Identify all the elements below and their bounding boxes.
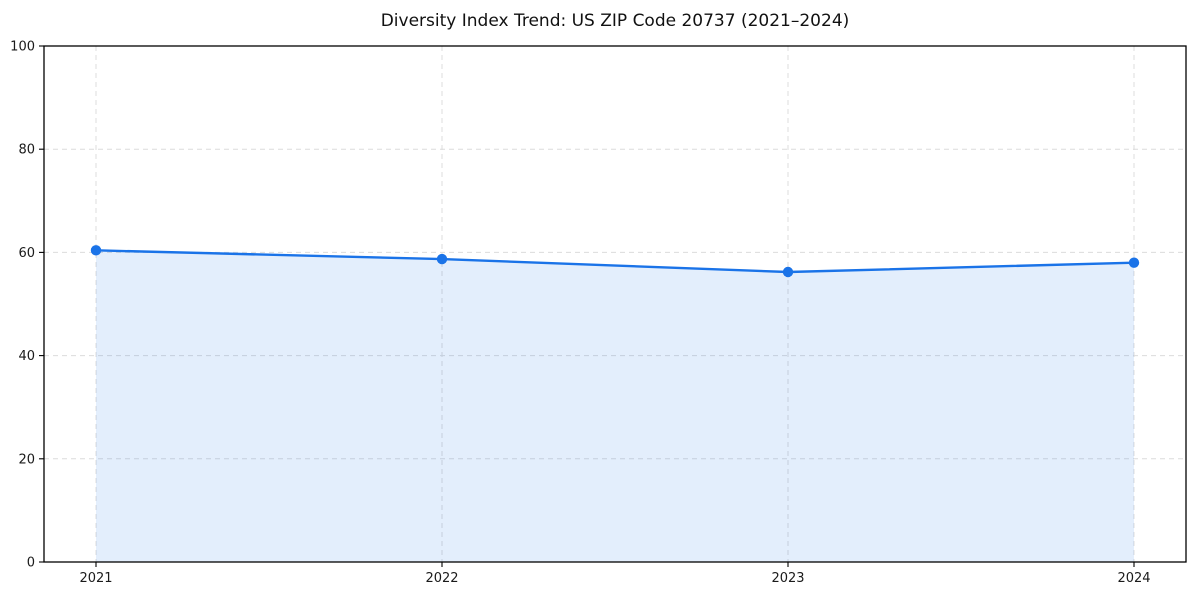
chart-title: Diversity Index Trend: US ZIP Code 20737… [380, 11, 850, 31]
data-point-marker [1128, 257, 1140, 268]
y-axis-tick-label: 20 [18, 452, 35, 467]
x-axis-tick-label: 2022 [425, 571, 458, 586]
plot-border [43, 45, 1187, 563]
x-axis-tick-label: 2023 [771, 571, 804, 586]
data-point-marker [782, 266, 794, 278]
area-fill [96, 250, 1134, 562]
data-line [94, 249, 1136, 274]
y-axis-tick-label: 0 [27, 556, 35, 571]
x-axis-tick-label: 2024 [1117, 571, 1150, 586]
x-axis-tick-label: 2021 [79, 571, 112, 586]
y-axis-tick-label: 40 [18, 349, 35, 364]
y-axis-tick-label: 100 [10, 40, 35, 55]
data-point-marker [436, 253, 448, 265]
y-axis-tick-label: 80 [18, 143, 35, 158]
y-axis-tick-label: 60 [18, 246, 35, 261]
data-point-marker [90, 245, 102, 256]
